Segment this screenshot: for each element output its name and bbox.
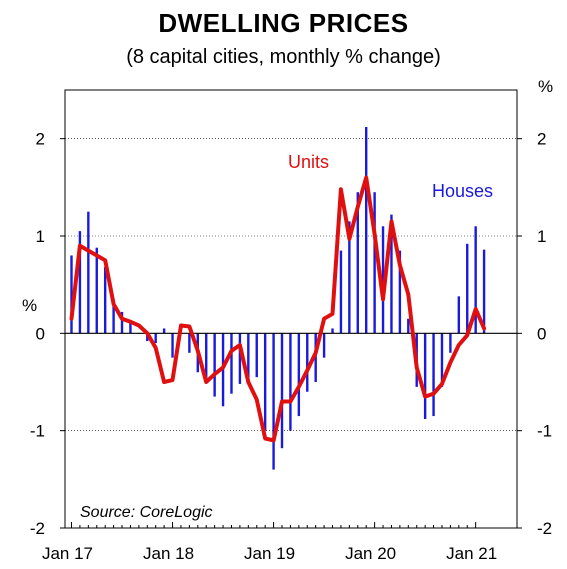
y-tick-label-right: 0 <box>537 324 546 343</box>
x-tick-label: Jan 20 <box>345 544 396 563</box>
houses-bar <box>171 333 174 358</box>
x-tick-label: Jan 18 <box>143 544 194 563</box>
houses-bar <box>213 333 216 397</box>
y-tick-label-left: 0 <box>36 324 45 343</box>
y-axis-right: -2 -1 0 1 2 <box>517 130 552 538</box>
houses-bar <box>474 226 477 334</box>
houses-bar <box>297 333 301 417</box>
houses-bar <box>205 333 208 382</box>
x-axis: Jan 17 Jan 18 Jan 19 Jan 20 Jan 21 <box>42 522 497 563</box>
houses-bar <box>103 267 107 334</box>
houses-series-label: Houses <box>432 181 493 201</box>
houses-bar <box>289 333 292 431</box>
houses-bar <box>112 299 115 334</box>
houses-bar <box>365 126 368 334</box>
houses-bar <box>87 211 90 334</box>
houses-bar <box>247 333 250 382</box>
houses-bar <box>120 311 124 334</box>
x-tick-label: Jan 21 <box>446 544 497 563</box>
houses-bar <box>457 296 461 334</box>
houses-bar <box>449 333 452 353</box>
houses-bar <box>348 221 351 334</box>
houses-bar <box>440 333 444 387</box>
houses-bar <box>188 333 191 353</box>
houses-bar <box>432 333 435 417</box>
houses-bar <box>482 249 486 334</box>
units-line <box>69 175 487 443</box>
y-tick-label-left: 1 <box>36 227 45 246</box>
chart-title: DWELLING PRICES <box>158 8 409 38</box>
houses-bar <box>356 192 359 334</box>
houses-bar <box>322 333 326 358</box>
y-tick-label-right: 2 <box>537 130 546 149</box>
houses-bars <box>70 126 486 470</box>
units-series-label: Units <box>288 152 329 172</box>
houses-bar <box>373 192 376 334</box>
houses-bar <box>154 333 157 344</box>
houses-bar <box>339 250 343 334</box>
chart-subtitle: (8 capital cities, monthly % change) <box>126 46 441 68</box>
plot-area <box>64 89 518 529</box>
houses-bar <box>95 247 98 334</box>
houses-bar <box>331 328 334 334</box>
houses-bar <box>129 321 132 334</box>
x-tick-label: Jan 17 <box>42 544 93 563</box>
houses-bar <box>381 226 385 334</box>
houses-bar <box>390 214 393 334</box>
houses-bar <box>230 333 233 394</box>
left-unit-label: % <box>22 296 37 315</box>
houses-bar <box>263 333 267 431</box>
houses-bar <box>162 328 166 334</box>
x-tick-label: Jan 19 <box>244 544 295 563</box>
houses-bar <box>70 255 73 334</box>
y-tick-label-left: -2 <box>30 519 45 538</box>
y-tick-label-right: 1 <box>537 227 546 246</box>
houses-bar <box>272 333 275 470</box>
y-tick-label-left: 2 <box>36 130 45 149</box>
houses-bar <box>466 243 469 334</box>
houses-bar <box>78 231 82 334</box>
y-tick-label-right: -2 <box>537 519 552 538</box>
houses-bar <box>423 333 427 419</box>
houses-bar <box>306 333 309 392</box>
houses-bar <box>314 333 317 382</box>
right-unit-label: % <box>538 77 553 96</box>
houses-bar <box>407 318 410 334</box>
y-tick-label-right: -1 <box>537 422 552 441</box>
houses-bar <box>280 333 284 449</box>
source-note: Source: CoreLogic <box>80 504 213 521</box>
houses-bar <box>398 250 402 334</box>
y-axis-left: -2 -1 0 1 2 <box>30 130 65 538</box>
houses-bar <box>238 333 242 384</box>
houses-bar <box>255 333 258 378</box>
y-tick-label-left: -1 <box>30 422 45 441</box>
